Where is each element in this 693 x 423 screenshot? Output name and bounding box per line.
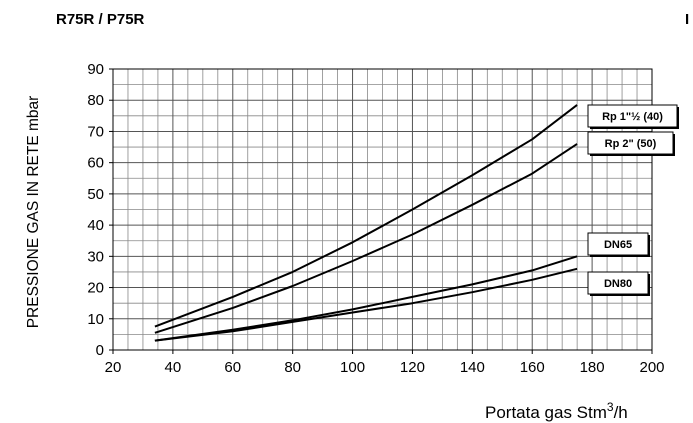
y-tick-label: 20 [87, 280, 104, 297]
x-tick-label: 140 [460, 359, 485, 376]
x-tick-label: 160 [520, 359, 545, 376]
x-tick-label: 200 [639, 359, 664, 376]
y-tick-labels: 0 10 20 30 40 50 60 70 80 90 [87, 61, 113, 359]
y-tick-label: 40 [87, 217, 104, 234]
corner-label: I [685, 11, 690, 28]
x-tick-label: 60 [224, 359, 241, 376]
y-tick-label: 30 [87, 248, 104, 265]
page-title: R75R / P75R [56, 11, 145, 28]
x-tick-label: 100 [340, 359, 365, 376]
series-label: Rp 2" (50) [605, 138, 657, 150]
x-axis-label: Portata gas Stm3/h [485, 400, 628, 422]
series-label-box [587, 104, 678, 128]
x-tick-label: 40 [165, 359, 182, 376]
y-tick-label: 10 [87, 311, 104, 328]
series-labels: Rp 1"½ (40) Rp 2" (50) DN65 DN80 [587, 104, 679, 296]
series-line [154, 143, 578, 334]
series-label: DN80 [604, 278, 632, 290]
x-tick-labels: 20 40 60 80 100 120 140 160 180 200 [105, 350, 665, 376]
x-tick-label: 80 [284, 359, 301, 376]
series-label-box [587, 232, 649, 256]
y-tick-label: 0 [96, 342, 104, 359]
y-tick-label: 90 [87, 61, 104, 78]
series-label: DN65 [604, 239, 632, 251]
series-line [154, 255, 578, 342]
y-tick-label: 50 [87, 186, 104, 203]
series-label: Rp 1"½ (40) [602, 111, 663, 123]
y-tick-label: 70 [87, 123, 104, 140]
x-tick-label: 20 [105, 359, 122, 376]
plot-frame [112, 68, 653, 351]
series-label-box [587, 271, 649, 295]
series-line [154, 267, 578, 342]
series-label-box [587, 131, 674, 155]
x-tick-label: 180 [580, 359, 605, 376]
x-tick-label: 120 [400, 359, 425, 376]
y-tick-label: 80 [87, 92, 104, 109]
series-line [154, 104, 578, 328]
y-axis-label: PRESSIONE GAS IN RETE mbar [25, 96, 42, 329]
y-tick-label: 60 [87, 155, 104, 172]
series-lines [154, 104, 578, 342]
